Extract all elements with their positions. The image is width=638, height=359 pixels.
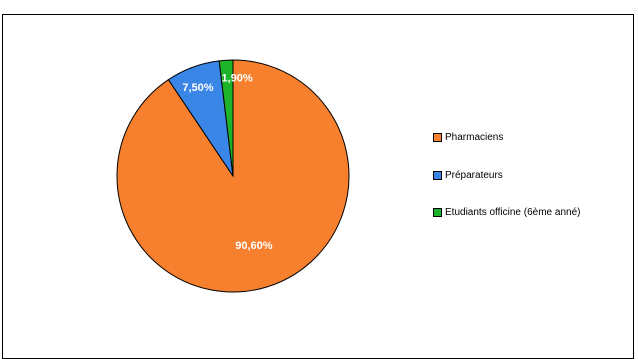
legend-swatch-etudiants bbox=[433, 208, 442, 217]
pie-label-etudiants: 1,90% bbox=[222, 73, 253, 85]
pie-slice-etudiants bbox=[218, 59, 234, 177]
pie-slices bbox=[116, 59, 350, 293]
pie-label-preparateurs: 7,50% bbox=[182, 82, 213, 94]
legend-item-preparateurs: Préparateurs bbox=[433, 170, 503, 181]
legend-label-preparateurs: Préparateurs bbox=[445, 170, 503, 181]
legend-item-pharmaciens: Pharmaciens bbox=[433, 132, 503, 143]
pie-label-pharmaciens: 90,60% bbox=[235, 240, 273, 252]
legend-swatch-preparateurs bbox=[433, 171, 442, 180]
legend-label-etudiants: Etudiants officine (6ème anné) bbox=[445, 207, 581, 218]
pie-chart: 90,60% 7,50% 1,90% bbox=[116, 59, 350, 293]
pie-value-labels: 90,60% 7,50% 1,90% bbox=[182, 73, 272, 252]
legend-swatch-pharmaciens bbox=[433, 133, 442, 142]
legend-label-pharmaciens: Pharmaciens bbox=[445, 132, 504, 143]
legend-item-etudiants: Etudiants officine (6ème anné) bbox=[433, 207, 580, 218]
chart-frame: 90,60% 7,50% 1,90% Pharmaciens Préparateur… bbox=[2, 14, 634, 359]
